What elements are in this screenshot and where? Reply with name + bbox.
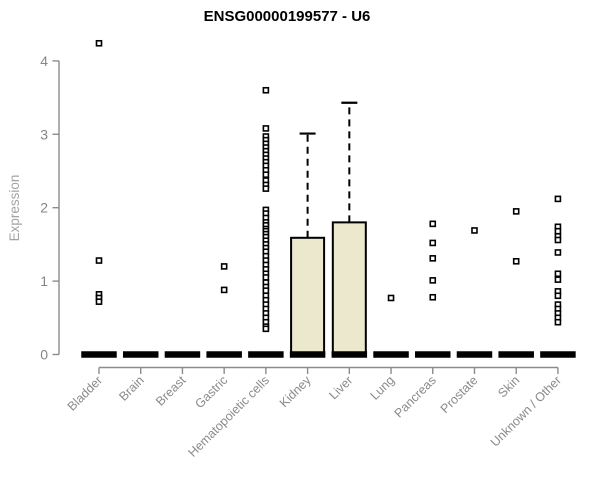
median-bar bbox=[331, 351, 368, 358]
x-category-label: Brain bbox=[116, 373, 147, 404]
outlier-point bbox=[262, 325, 270, 333]
x-category-label: Skin bbox=[495, 373, 522, 400]
median-bar bbox=[81, 351, 117, 358]
outlier-point bbox=[512, 208, 520, 215]
outlier-point bbox=[554, 236, 562, 244]
outlier-point bbox=[554, 249, 562, 256]
outlier-point bbox=[429, 239, 437, 247]
box-body bbox=[331, 221, 367, 356]
outlier-point bbox=[554, 195, 562, 203]
median-bar bbox=[498, 351, 534, 358]
outlier-point bbox=[512, 257, 520, 265]
outlier-point bbox=[262, 171, 270, 178]
outlier-point bbox=[554, 227, 562, 235]
x-category-label: Hematopoietic cells bbox=[185, 373, 272, 460]
median-bar bbox=[289, 351, 326, 358]
outlier-point bbox=[387, 294, 395, 302]
y-tick-label: 4 bbox=[40, 53, 48, 69]
box-body bbox=[290, 236, 326, 356]
x-category-label: Prostate bbox=[438, 373, 481, 416]
y-tick-label: 2 bbox=[40, 200, 48, 216]
chart-title: ENSG00000199577 - U6 bbox=[204, 8, 371, 25]
outlier-point bbox=[262, 274, 270, 281]
outlier-point bbox=[471, 227, 478, 234]
outlier-point bbox=[554, 318, 562, 326]
outlier-point bbox=[220, 263, 228, 270]
outlier-point bbox=[262, 125, 270, 132]
outlier-point bbox=[95, 257, 103, 264]
outlier-point bbox=[262, 185, 270, 192]
x-category-label: Gastric bbox=[192, 373, 230, 411]
median-bar bbox=[164, 351, 201, 358]
outlier-point bbox=[554, 292, 562, 300]
median-bar bbox=[122, 351, 159, 358]
outlier-point bbox=[262, 86, 270, 94]
outlier-point bbox=[554, 276, 562, 283]
y-tick-label: 0 bbox=[40, 347, 48, 363]
median-bar bbox=[373, 351, 409, 358]
outlier-point bbox=[554, 270, 562, 278]
median-bar bbox=[540, 351, 576, 358]
median-bar bbox=[206, 351, 242, 358]
outlier-point bbox=[220, 286, 228, 294]
x-category-label: Bladder bbox=[65, 373, 105, 413]
y-axis-title: Expression bbox=[7, 175, 22, 242]
plot-marks: 0 1 2 3 4 Bladder Brain Breast GastricHematopoie… bbox=[40, 39, 576, 460]
x-category-label: Breast bbox=[153, 373, 189, 409]
x-category-label: Kidney bbox=[277, 373, 314, 410]
x-category-label: Unknown / Other bbox=[488, 373, 564, 449]
outlier-point bbox=[429, 220, 437, 228]
x-category-label: Pancreas bbox=[392, 373, 439, 420]
outlier-point bbox=[95, 39, 103, 47]
y-tick-label: 1 bbox=[40, 273, 48, 289]
median-bar bbox=[415, 351, 451, 358]
median-bar bbox=[456, 351, 493, 358]
outlier-point bbox=[429, 255, 437, 262]
y-tick-label: 3 bbox=[40, 126, 48, 142]
x-category-label: Lung bbox=[368, 373, 398, 403]
outlier-point bbox=[95, 298, 103, 305]
outlier-point bbox=[262, 287, 270, 294]
outlier-point bbox=[429, 277, 437, 284]
x-category-label: Liver bbox=[326, 373, 355, 402]
median-bar bbox=[248, 351, 284, 358]
outlier-point bbox=[429, 293, 437, 301]
